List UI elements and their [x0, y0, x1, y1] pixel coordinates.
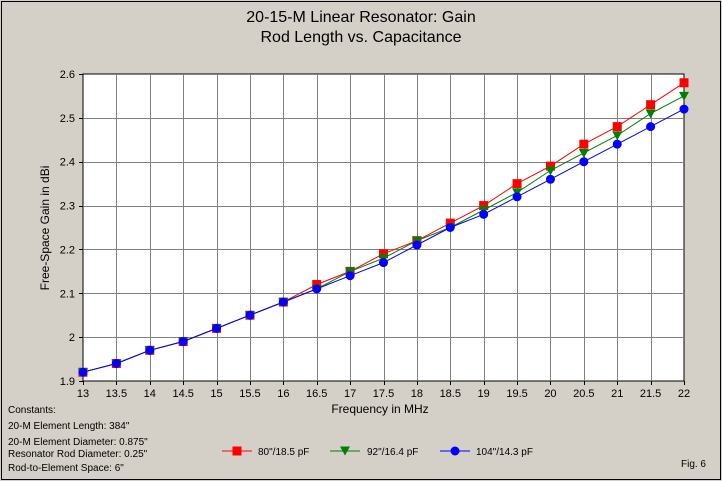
x-tick-label: 16: [277, 388, 289, 400]
data-point: [612, 131, 623, 141]
data-point: [312, 284, 322, 294]
data-point: [579, 139, 589, 149]
plot-area: [82, 73, 685, 382]
y-tick-label: 2.2: [60, 244, 75, 256]
constants-note: Constants: 20-M Element Length: 384" 20-…: [8, 405, 148, 474]
constants-line: 20-M Element Length: 384": [8, 421, 130, 432]
x-tick-label: 20: [544, 388, 556, 400]
data-point: [412, 240, 422, 250]
x-tick-label: 20.5: [573, 388, 594, 400]
legend-marker-square: [232, 446, 242, 456]
data-point: [645, 109, 656, 119]
data-point: [445, 223, 455, 232]
data-point: [679, 91, 689, 101]
x-tick-label: 15.5: [239, 388, 260, 400]
data-point: [612, 139, 622, 149]
x-tick-label: 13.5: [106, 388, 127, 400]
data-point: [612, 122, 622, 132]
data-point: [679, 78, 689, 88]
x-tick-label: 13: [77, 388, 89, 400]
data-point: [479, 209, 489, 219]
y-tick-label: 2.6: [60, 69, 75, 81]
y-tick-label: 2.3: [60, 201, 75, 213]
data-point: [579, 157, 589, 167]
y-tick-label: 1.9: [60, 376, 75, 388]
figure-label: Fig. 6: [681, 459, 706, 470]
y-tick-label: 2.4: [60, 157, 75, 169]
x-tick-label: 21.5: [640, 388, 661, 400]
constants-line: 20-M Element Diameter: 0.875": [8, 437, 148, 448]
legend: 80"/18.5 pF 92"/16.4 pF 104"/14.3 pF: [222, 446, 533, 458]
data-point: [545, 166, 556, 176]
y-axis-label: Free-Space Gain in dBi: [38, 166, 52, 291]
x-tick-label: 19: [478, 388, 490, 400]
data-point: [278, 297, 288, 307]
data-point: [545, 161, 555, 171]
constants-heading: Constants:: [8, 405, 56, 416]
y-tick-label: 2: [69, 332, 75, 344]
x-tick-label: 18.5: [440, 388, 461, 400]
x-tick-label: 18: [411, 388, 423, 400]
data-point: [379, 249, 388, 259]
legend-label: 80"/18.5 pF: [258, 447, 309, 458]
data-point: [512, 192, 522, 202]
grid: [83, 74, 684, 381]
data-point: [145, 345, 155, 355]
x-axis-label: Frequency in MHz: [331, 402, 428, 416]
legend-item: 104"/14.3 pF: [440, 446, 533, 458]
x-tick-label: 22: [678, 388, 690, 400]
y-axis-ticks: 1.9 2 2.1 2.2 2.3 2.4 2.5 2.6: [60, 69, 83, 388]
series-3: [78, 104, 689, 377]
x-tick-label: 14.5: [172, 388, 193, 400]
data-point: [345, 271, 355, 281]
legend-marker-triangle: [340, 446, 350, 456]
constants-line: Resonator Rod Diameter: 0.25": [8, 449, 148, 460]
x-tick-label: 14: [144, 388, 156, 400]
data-point: [646, 122, 656, 132]
x-tick-label: 17.5: [373, 388, 394, 400]
series-layer: [78, 78, 689, 378]
x-tick-label: 16.5: [306, 388, 327, 400]
legend-item: 92"/16.4 pF: [330, 446, 418, 458]
x-axis-ticks: 13 13.5 14 14.5 15 15.5 16 16.5 17 17.5 18 18.5 19 19…: [77, 381, 690, 400]
data-point: [646, 100, 656, 110]
chart-title: 20-15-M Linear Resonator: Gain: [246, 9, 475, 26]
constants-line: Rod-to-Element Space: 6": [8, 463, 124, 474]
x-tick-label: 15: [210, 388, 222, 400]
data-point: [379, 258, 388, 268]
y-tick-label: 2.1: [60, 288, 75, 300]
y-tick-label: 2.5: [60, 113, 75, 125]
x-tick-label: 21: [611, 388, 623, 400]
data-point: [78, 367, 88, 377]
data-point: [512, 179, 522, 189]
x-tick-label: 19.5: [506, 388, 527, 400]
data-point: [545, 174, 555, 184]
legend-label: 104"/14.3 pF: [476, 447, 533, 458]
data-point: [178, 337, 188, 347]
data-point: [245, 310, 255, 320]
data-point: [479, 201, 489, 211]
data-point: [111, 358, 121, 368]
legend-label: 92"/16.4 pF: [367, 447, 418, 458]
legend-marker-circle: [450, 446, 460, 456]
data-point: [578, 148, 589, 158]
x-tick-label: 17: [344, 388, 356, 400]
legend-item: 80"/18.5 pF: [222, 446, 309, 458]
chart-subtitle: Rod Length vs. Capacitance: [260, 29, 461, 46]
data-point: [679, 104, 689, 114]
data-point: [212, 323, 222, 333]
